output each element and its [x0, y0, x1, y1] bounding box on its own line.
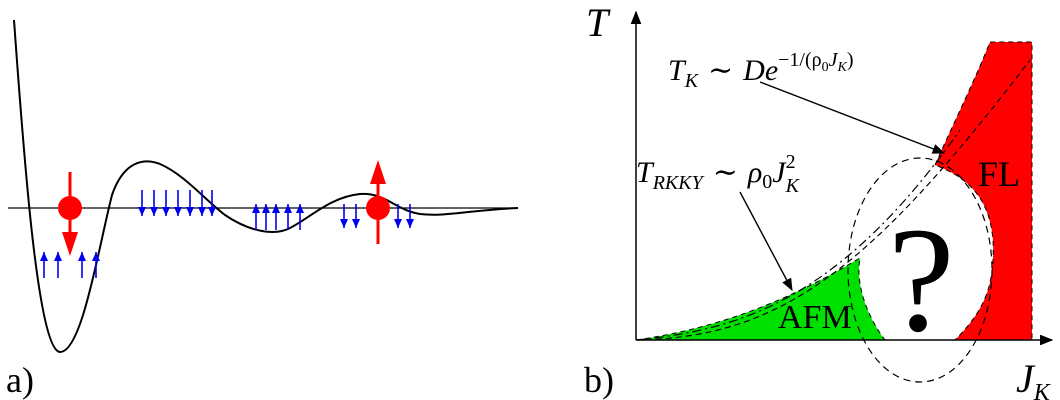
kondo-scale-curve [635, 59, 1031, 341]
spin-down-arrow [352, 204, 360, 228]
spin-up-arrow [284, 204, 292, 230]
panel-a: a) [6, 19, 519, 400]
rkky-annotation-arrow [739, 191, 793, 292]
panel-b: T JK TK ∼ De−1/(ρ0JK) TRKKY ∼ ρ0J2 K AFM FL ?… [584, 0, 1054, 400]
spin-up-arrow [78, 252, 86, 278]
fl-region [934, 41, 1033, 341]
spin-up-arrow [272, 204, 280, 230]
afm-region-label: AFM [778, 299, 852, 336]
spin-up-arrow [262, 204, 270, 230]
big-spin-up [366, 160, 390, 244]
spin-up-arrow [252, 204, 260, 230]
afm-region [635, 257, 887, 341]
x-axis-label: JK [1016, 356, 1052, 400]
spin-down-arrow [186, 190, 194, 216]
kondo-annotation-arrow [759, 81, 946, 154]
quantum-critical-ellipse [847, 157, 993, 383]
spins-trough-up-1 [40, 252, 100, 278]
spins-trough-up-2 [252, 204, 304, 230]
rkky-oscillation-curve [13, 19, 519, 354]
spins-peak-down-2 [340, 204, 414, 228]
spin-down-arrow [174, 190, 182, 216]
spin-down-arrow [150, 190, 158, 216]
spin-down-arrow [340, 204, 348, 228]
fl-region-label: FL [978, 154, 1020, 194]
rkky-temperature-formula: TRKKY ∼ ρ0J2 K [636, 151, 801, 197]
spin-down-arrow [394, 204, 402, 228]
spin-down-arrow [138, 190, 146, 216]
big-spin-down [58, 172, 82, 256]
spin-down-arrow [406, 204, 414, 228]
panel-a-label: a) [6, 360, 34, 400]
y-axis-label: T [586, 0, 611, 45]
spin-up-arrow [40, 252, 48, 278]
rkky-scale-curve [635, 129, 961, 341]
spin-up-arrow [92, 252, 100, 278]
spins-peak-down-1 [138, 190, 216, 216]
spin-down-arrow [208, 190, 216, 216]
panel-b-label: b) [584, 360, 614, 400]
spin-up-arrow [54, 252, 62, 278]
question-mark: ? [888, 197, 955, 363]
spin-down-arrow [162, 190, 170, 216]
spin-up-arrow [296, 204, 304, 230]
spin-down-arrow [198, 190, 206, 216]
kondo-temperature-formula: TK ∼ De−1/(ρ0JK) [668, 49, 854, 92]
